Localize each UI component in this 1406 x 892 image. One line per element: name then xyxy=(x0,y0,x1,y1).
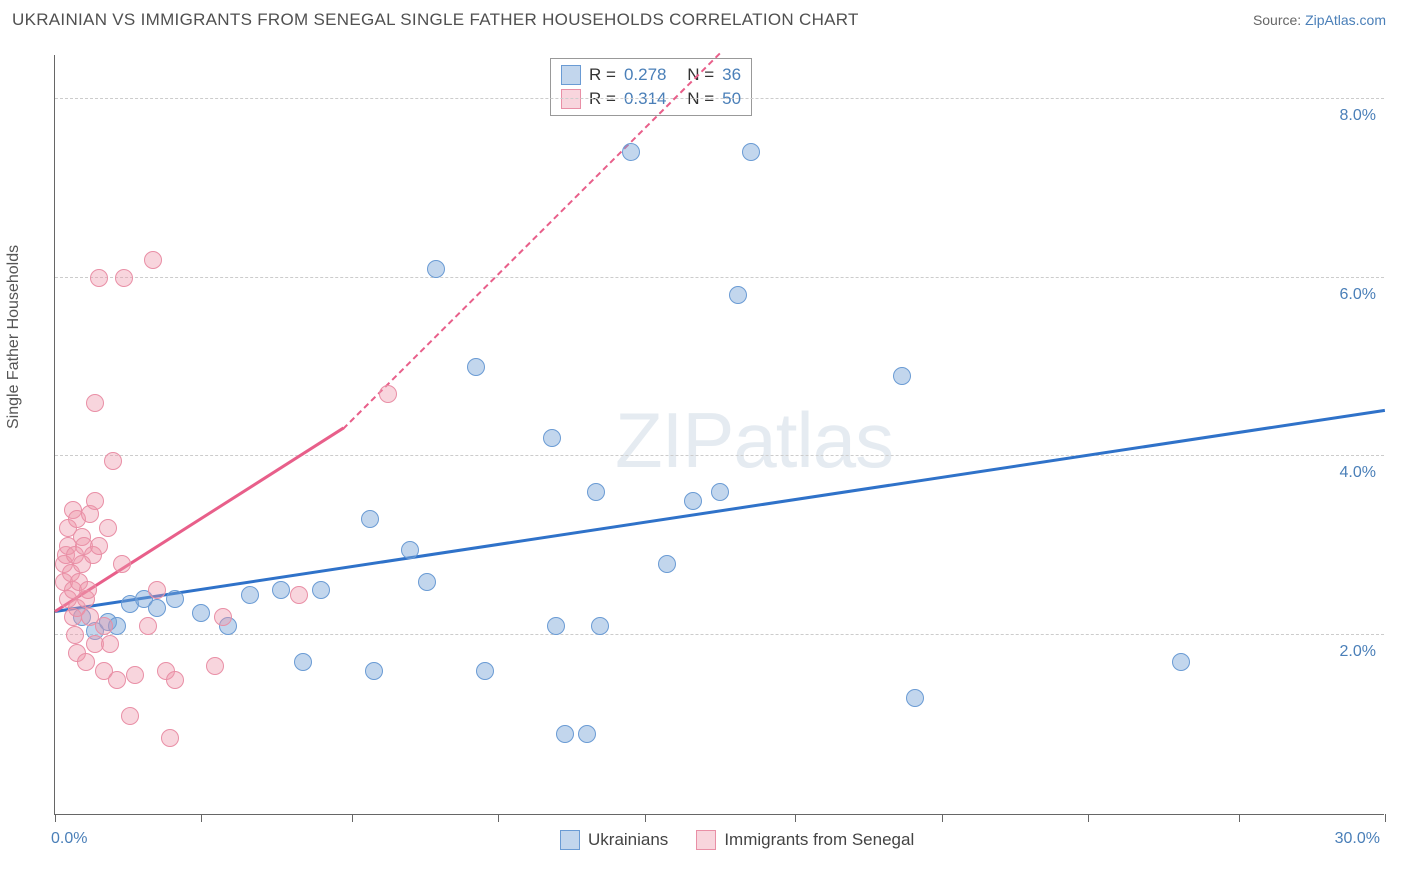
x-tick-label: 0.0% xyxy=(51,830,87,848)
gridline xyxy=(55,634,1384,635)
data-point xyxy=(272,581,290,599)
data-point xyxy=(729,286,747,304)
data-point xyxy=(192,604,210,622)
data-point xyxy=(379,385,397,403)
data-point xyxy=(166,671,184,689)
y-tick-label: 4.0% xyxy=(1340,464,1376,482)
data-point xyxy=(161,729,179,747)
data-point xyxy=(104,452,122,470)
legend-item: Immigrants from Senegal xyxy=(696,830,914,850)
data-point xyxy=(126,666,144,684)
data-point xyxy=(90,537,108,555)
data-point xyxy=(742,143,760,161)
data-point xyxy=(108,671,126,689)
data-point xyxy=(113,555,131,573)
legend-label: Ukrainians xyxy=(588,830,668,850)
gridline xyxy=(55,277,1384,278)
data-point xyxy=(166,590,184,608)
stats-row: R = 0.314 N = 50 xyxy=(561,87,741,111)
source-link[interactable]: ZipAtlas.com xyxy=(1305,12,1386,28)
data-point xyxy=(578,725,596,743)
chart-title: UKRAINIAN VS IMMIGRANTS FROM SENEGAL SIN… xyxy=(12,10,859,30)
data-point xyxy=(115,269,133,287)
data-point xyxy=(543,429,561,447)
data-point xyxy=(658,555,676,573)
x-tick xyxy=(498,814,499,822)
legend-item: Ukrainians xyxy=(560,830,668,850)
source-attribution: Source: ZipAtlas.com xyxy=(1253,12,1386,28)
swatch-icon xyxy=(696,830,716,850)
data-point xyxy=(241,586,259,604)
data-point xyxy=(587,483,605,501)
data-point xyxy=(361,510,379,528)
x-tick xyxy=(1385,814,1386,822)
data-point xyxy=(906,689,924,707)
y-axis-label: Single Father Households xyxy=(5,245,23,429)
data-point xyxy=(1172,653,1190,671)
gridline xyxy=(55,98,1384,99)
trend-line-extrapolated xyxy=(342,52,720,429)
data-point xyxy=(86,492,104,510)
data-point xyxy=(684,492,702,510)
data-point xyxy=(290,586,308,604)
data-point xyxy=(214,608,232,626)
gridline xyxy=(55,455,1384,456)
data-point xyxy=(893,367,911,385)
data-point xyxy=(401,541,419,559)
series-legend: Ukrainians Immigrants from Senegal xyxy=(560,830,914,850)
data-point xyxy=(622,143,640,161)
data-point xyxy=(79,581,97,599)
data-point xyxy=(148,581,166,599)
stats-legend-box: R = 0.278 N = 36 R = 0.314 N = 50 xyxy=(550,58,752,116)
data-point xyxy=(467,358,485,376)
data-point xyxy=(86,394,104,412)
data-point xyxy=(365,662,383,680)
y-tick-label: 8.0% xyxy=(1340,107,1376,125)
data-point xyxy=(711,483,729,501)
x-tick xyxy=(645,814,646,822)
x-tick-label: 30.0% xyxy=(1335,830,1380,848)
data-point xyxy=(427,260,445,278)
stats-row: R = 0.278 N = 36 xyxy=(561,63,741,87)
data-point xyxy=(95,617,113,635)
data-point xyxy=(144,251,162,269)
data-point xyxy=(148,599,166,617)
data-point xyxy=(66,626,84,644)
data-point xyxy=(556,725,574,743)
swatch-icon xyxy=(561,65,581,85)
x-tick xyxy=(1239,814,1240,822)
swatch-icon xyxy=(561,89,581,109)
data-point xyxy=(294,653,312,671)
y-tick-label: 2.0% xyxy=(1340,643,1376,661)
trend-line xyxy=(55,409,1385,613)
data-point xyxy=(101,635,119,653)
data-point xyxy=(121,707,139,725)
data-point xyxy=(591,617,609,635)
data-point xyxy=(99,519,117,537)
x-tick xyxy=(795,814,796,822)
y-tick-label: 6.0% xyxy=(1340,286,1376,304)
swatch-icon xyxy=(560,830,580,850)
data-point xyxy=(139,617,157,635)
legend-label: Immigrants from Senegal xyxy=(724,830,914,850)
source-label: Source: xyxy=(1253,12,1305,28)
title-bar: UKRAINIAN VS IMMIGRANTS FROM SENEGAL SIN… xyxy=(0,0,1406,36)
data-point xyxy=(312,581,330,599)
x-tick xyxy=(201,814,202,822)
x-tick xyxy=(352,814,353,822)
x-tick xyxy=(942,814,943,822)
data-point xyxy=(547,617,565,635)
x-tick xyxy=(55,814,56,822)
watermark: ZIPatlas xyxy=(615,395,893,486)
data-point xyxy=(77,653,95,671)
data-point xyxy=(90,269,108,287)
data-point xyxy=(206,657,224,675)
data-point xyxy=(476,662,494,680)
scatter-chart: ZIPatlas R = 0.278 N = 36 R = 0.314 N = … xyxy=(54,55,1384,815)
x-tick xyxy=(1088,814,1089,822)
data-point xyxy=(418,573,436,591)
